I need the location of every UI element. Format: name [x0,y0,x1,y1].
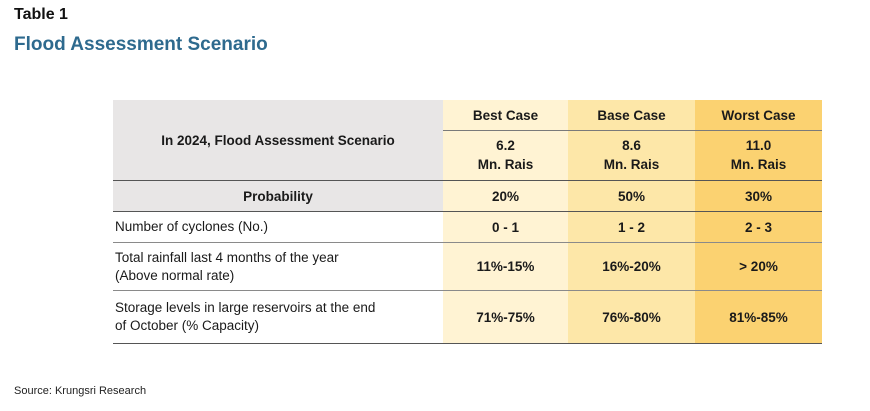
table-row: Total rainfall last 4 months of the year… [113,242,822,291]
probability-label: Probability [113,180,443,212]
rainfall-label-line1: Total rainfall last 4 months of the year [115,249,339,265]
probability-worst: 30% [695,180,822,212]
cyclones-worst: 2 - 3 [695,211,822,243]
table-row: Number of cyclones (No.) 0 - 1 1 - 2 2 -… [113,211,822,243]
row-label-storage: Storage levels in large reservoirs at th… [113,290,443,344]
table-row: Storage levels in large reservoirs at th… [113,290,822,344]
cyclones-best: 0 - 1 [443,211,568,243]
page-title: Flood Assessment Scenario [14,34,268,55]
best-case-area-unit: Mn. Rais [477,156,534,172]
row-label-rainfall: Total rainfall last 4 months of the year… [113,242,443,291]
rainfall-base: 16%-20% [568,242,695,291]
worst-case-area-value: 11.0 [745,138,772,154]
probability-row: Probability 20% 50% 30% [113,180,822,212]
row-label-cyclones: Number of cyclones (No.) [113,211,443,243]
best-case-header: Best Case [443,100,568,131]
table-number: Table 1 [14,6,68,23]
base-case-area-value: 8.6 [622,138,641,154]
probability-best: 20% [443,180,568,212]
rainfall-best: 11%-15% [443,242,568,291]
storage-best: 71%-75% [443,290,568,344]
worst-case-area-unit: Mn. Rais [730,156,787,172]
storage-label-line1: Storage levels in large reservoirs at th… [115,300,376,316]
cyclones-base: 1 - 2 [568,211,695,243]
worst-case-area: 11.0 Mn. Rais [695,130,822,181]
storage-label-line2: of October (% Capacity) [115,318,260,333]
rainfall-worst: > 20% [695,242,822,291]
probability-base: 50% [568,180,695,212]
worst-case-header: Worst Case [695,100,822,131]
rainfall-label-line2: (Above normal rate) [115,267,235,283]
best-case-area: 6.2 Mn. Rais [443,130,568,181]
best-case-area-value: 6.2 [496,138,515,154]
table-corner-header: In 2024, Flood Assessment Scenario [113,100,443,181]
base-case-area-unit: Mn. Rais [603,156,660,172]
source-note: Source: Krungsri Research [14,385,147,397]
storage-worst: 81%-85% [695,290,822,344]
base-case-area: 8.6 Mn. Rais [568,130,695,181]
base-case-header: Base Case [568,100,695,131]
storage-base: 76%-80% [568,290,695,344]
flood-scenario-table: In 2024, Flood Assessment Scenario Best … [113,100,822,344]
